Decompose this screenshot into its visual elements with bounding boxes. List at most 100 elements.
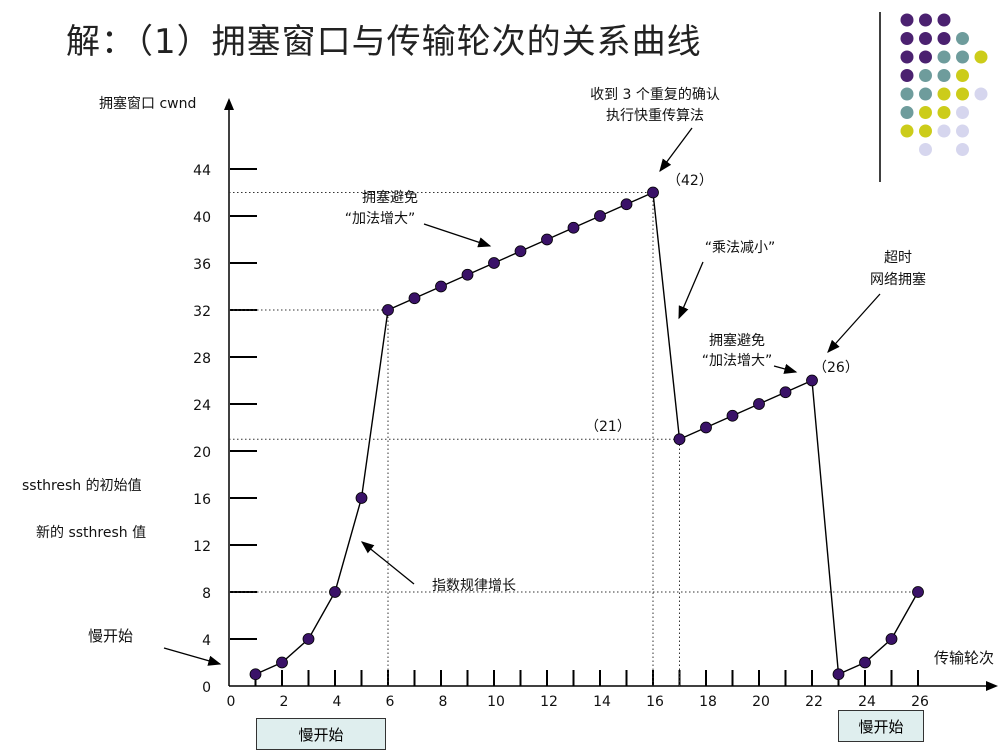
annotation-ca1-line1: 拥塞避免 (362, 189, 418, 206)
slow-start-box-1: 慢开始 (256, 718, 386, 750)
y-tick-label-16: 16 (193, 492, 211, 508)
y-tick-label-4: 4 (202, 633, 211, 649)
data-point-17 (673, 433, 686, 446)
decor-dot-6-0 (900, 124, 914, 138)
decor-dot-1-3 (956, 32, 969, 45)
annotation-timeout-line2: 网络拥塞 (870, 271, 926, 288)
data-point-25 (885, 633, 898, 645)
y-tick-label-36: 36 (193, 257, 211, 273)
annotation-label-42: （42） (667, 173, 713, 189)
decor-dot-5-0 (900, 106, 914, 119)
x-tick-label-6: 6 (386, 694, 395, 710)
x-tick-label-26: 26 (911, 694, 929, 710)
decor-dot-0-1 (919, 13, 932, 27)
y-tick-label-0: 0 (202, 680, 211, 696)
annotation-ca2-line2: “加法增大” (702, 353, 773, 369)
decor-dot-2-0 (900, 50, 914, 64)
annotation-ssthresh-initial: ssthresh 的初始值 (22, 477, 142, 494)
x-tick-label-14: 14 (593, 694, 611, 710)
annotation-mult-decrease: “乘法减小” (705, 240, 776, 256)
annotation-label-21: （21） (585, 419, 631, 435)
x-tick-label-16: 16 (646, 694, 664, 710)
annotation-timeout-line1: 超时 (884, 250, 912, 266)
annotation-dup-ack-line1: 收到 3 个重复的确认 (590, 86, 720, 103)
y-axis-label: 拥塞窗口 cwnd (99, 95, 196, 112)
decor-dot-5-3 (956, 106, 969, 119)
x-tick-label-24: 24 (858, 694, 876, 710)
data-point-9 (461, 268, 474, 281)
x-tick-label-0: 0 (227, 694, 236, 710)
arrow-mult-decrease (678, 261, 704, 320)
decor-dot-4-1 (919, 87, 932, 101)
decor-dot-4-0 (900, 87, 914, 101)
y-tick-label-20: 20 (193, 445, 211, 461)
data-point-5 (355, 492, 368, 504)
annotation-exponential: 指数规律增长 (432, 578, 516, 594)
decor-dot-4-2 (937, 87, 951, 101)
decor-dot-0-0 (900, 13, 914, 27)
annotation-dup-ack-line2: 执行快重传算法 (606, 108, 704, 124)
decor-dot-6-3 (956, 124, 969, 138)
data-point-10 (488, 257, 500, 269)
decor-dot-2-4 (974, 50, 988, 64)
data-point-18 (700, 421, 712, 434)
x-axis-arrowhead (986, 681, 998, 691)
y-tick-label-44: 44 (193, 163, 211, 179)
x-tick-label-20: 20 (752, 694, 770, 710)
decor-dot-3-0 (900, 69, 914, 82)
decor-dot-5-1 (919, 106, 932, 119)
data-point-2 (276, 656, 288, 669)
data-point-1 (249, 668, 262, 681)
decor-dot-2-1 (919, 50, 932, 64)
decor-dot-4-4 (974, 87, 988, 101)
decor-dot-7-1 (919, 143, 932, 156)
data-point-14 (594, 210, 606, 222)
arrow-ca2 (773, 363, 798, 374)
data-point-3 (302, 633, 315, 645)
decor-dot-1-2 (937, 32, 951, 45)
decor-dot-3-3 (956, 69, 969, 82)
data-point-7 (408, 292, 421, 305)
data-point-20 (753, 398, 765, 410)
arrow-ca1 (423, 223, 492, 248)
data-point-11 (514, 245, 527, 258)
arrow-exponential (360, 541, 415, 585)
annotation-label-26: （26） (813, 360, 859, 376)
y-tick-label-12: 12 (193, 539, 211, 555)
decor-dot-6-1 (919, 124, 932, 138)
y-tick-label-8: 8 (202, 586, 211, 602)
data-point-12 (541, 233, 553, 246)
annotation-ca2-line1: 拥塞避免 (709, 332, 765, 349)
slow-start-box-2: 慢开始 (838, 710, 924, 742)
data-point-26 (912, 586, 924, 598)
decor-dot-6-2 (937, 124, 951, 138)
decor-dot-3-1 (919, 69, 932, 82)
x-tick-label-18: 18 (699, 694, 717, 710)
annotation-slow-start: 慢开始 (88, 627, 133, 645)
data-point-13 (567, 221, 580, 234)
x-tick-label-2: 2 (280, 694, 289, 710)
data-point-19 (726, 409, 739, 422)
x-tick-label-10: 10 (487, 694, 505, 710)
data-point-23 (832, 668, 845, 681)
data-point-24 (859, 656, 871, 669)
decor-dot-7-3 (956, 143, 969, 156)
y-tick-label-32: 32 (193, 304, 211, 320)
decor-dot-0-2 (937, 13, 951, 27)
decor-dot-1-1 (919, 32, 932, 45)
page-title: 解：（1）拥塞窗口与传输轮次的关系曲线 (66, 22, 702, 62)
y-axis-arrowhead (224, 98, 234, 110)
y-tick-label-40: 40 (193, 210, 211, 226)
decor-dot-5-2 (937, 106, 951, 119)
decor-dot-2-3 (956, 50, 969, 64)
x-tick-label-4: 4 (333, 694, 342, 710)
decor-dot-3-2 (937, 69, 951, 82)
y-tick-label-24: 24 (193, 398, 211, 414)
data-point-22 (806, 374, 818, 387)
x-tick-label-22: 22 (805, 694, 823, 710)
decor-dot-2-2 (937, 50, 951, 64)
decor-dot-4-3 (956, 87, 969, 101)
decor-dot-1-0 (900, 32, 914, 45)
data-point-21 (779, 386, 792, 399)
